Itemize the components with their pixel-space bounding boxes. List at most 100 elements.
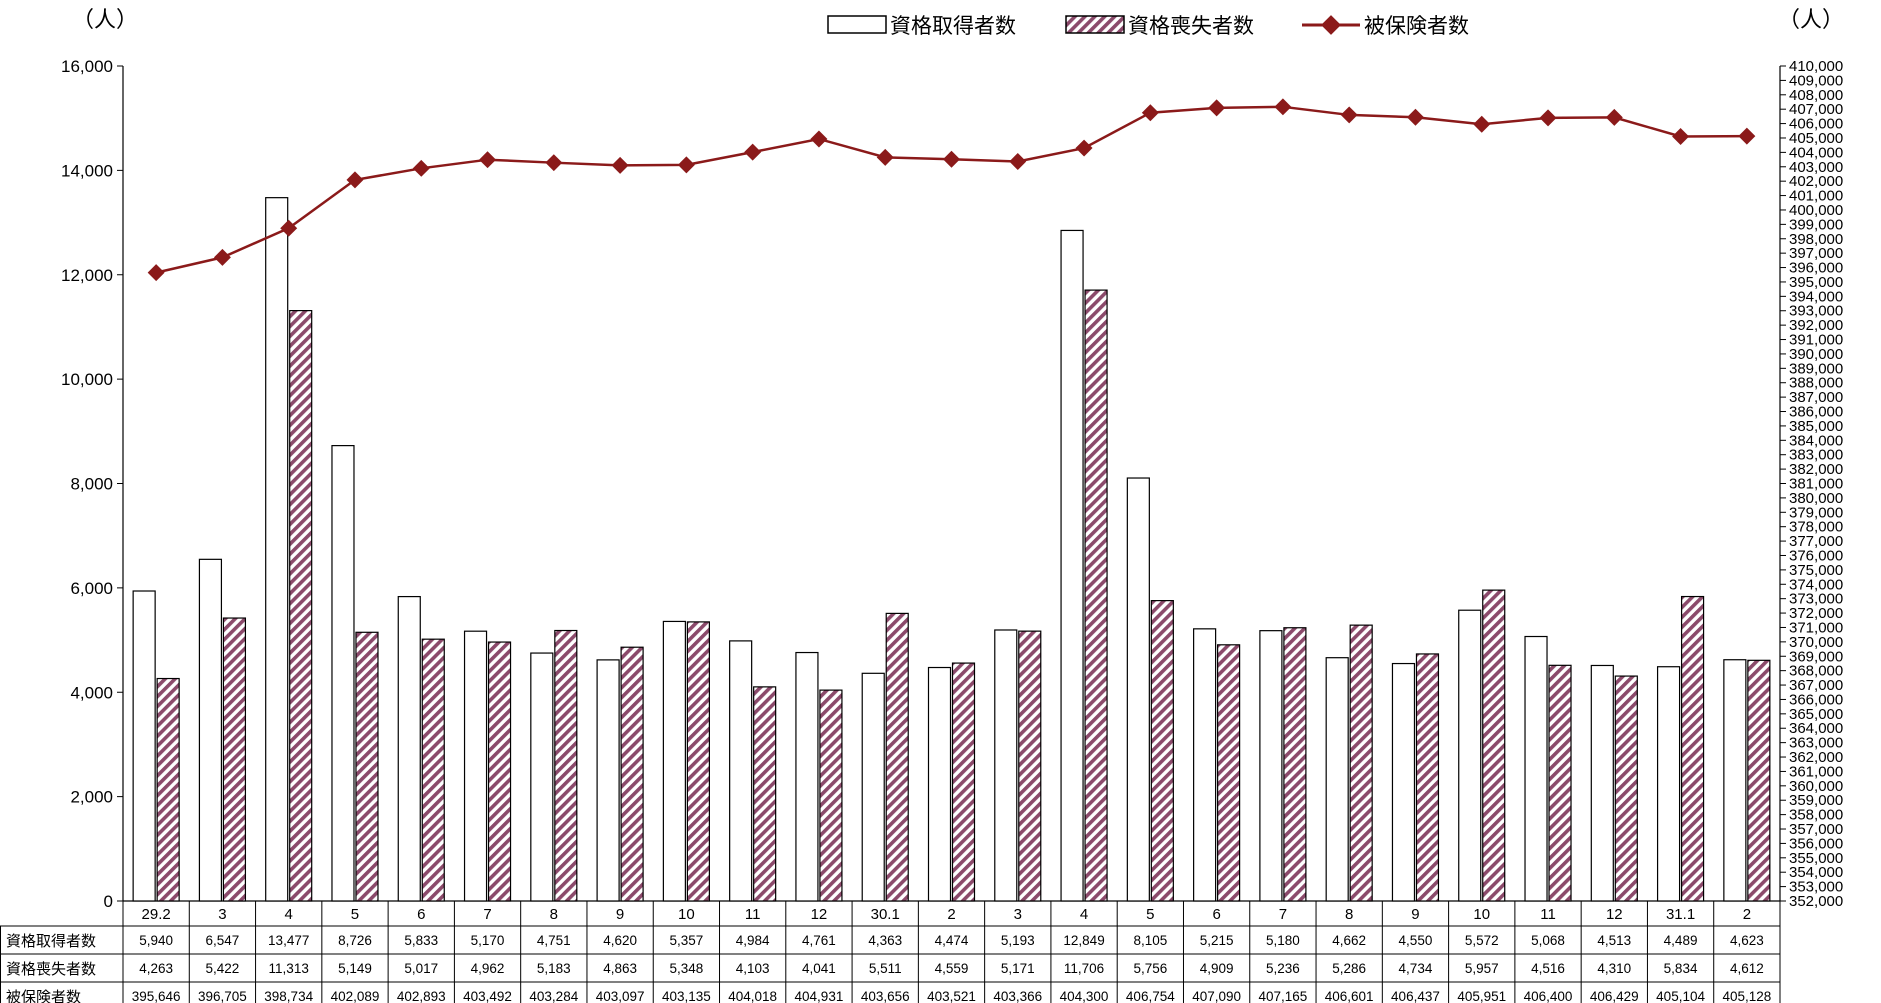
table-cell: 4,310 [1597, 961, 1631, 976]
table-cell: 5,236 [1266, 961, 1300, 976]
category-label: 7 [483, 906, 491, 923]
bar-acquired [1590, 664, 1614, 902]
right-tick-label: 362,000 [1789, 749, 1843, 766]
bar-lost [753, 686, 777, 902]
right-tick-label: 400,000 [1789, 202, 1843, 219]
right-tick-label: 405,000 [1789, 130, 1843, 147]
table-cell: 405,951 [1457, 989, 1506, 1003]
right-tick-label: 375,000 [1789, 562, 1843, 579]
table-cell: 404,300 [1060, 989, 1109, 1003]
right-tick-label: 380,000 [1789, 490, 1843, 507]
category-label: 12 [1606, 906, 1623, 923]
table-cell: 4,623 [1730, 933, 1764, 948]
axes: 0 2,000 4,000 6,000 8,000 10,000 12,000 14,000 1… [61, 57, 1843, 911]
insured-point [1075, 139, 1093, 157]
category-label: 4 [1080, 906, 1088, 923]
bar-lost [289, 310, 313, 902]
category-label: 29.2 [142, 906, 171, 923]
table-cell: 395,646 [132, 989, 181, 1003]
category-label: 12 [811, 906, 828, 923]
category-label: 8 [550, 906, 558, 923]
right-tick-label: 408,000 [1789, 87, 1843, 104]
table-cell: 4,550 [1399, 933, 1433, 948]
table-cell: 403,284 [529, 989, 578, 1003]
right-axis-unit: （人） [1778, 8, 1844, 33]
table-cell: 4,751 [537, 933, 571, 948]
insured-point [1605, 108, 1623, 126]
table-cell: 4,363 [868, 933, 902, 948]
right-tick-label: 374,000 [1789, 576, 1843, 593]
legend-marker-insured [1321, 15, 1341, 35]
bar-acquired [1325, 657, 1349, 902]
bar-acquired [729, 640, 753, 902]
table-cell: 406,429 [1590, 989, 1639, 1003]
bar-lost [487, 641, 512, 902]
table-cell: 13,477 [268, 933, 309, 948]
right-tick-label: 407,000 [1789, 101, 1843, 118]
table-cell: 405,128 [1722, 989, 1771, 1003]
insured-point [677, 156, 695, 174]
table-cell: 5,149 [338, 961, 372, 976]
insured-point [1340, 106, 1358, 124]
table-row-header: 資格喪失者数 [6, 960, 96, 978]
right-tick-label: 393,000 [1789, 303, 1843, 320]
bar-acquired [927, 666, 952, 902]
table-cell: 403,097 [596, 989, 645, 1003]
table-cell: 4,559 [935, 961, 969, 976]
legend-label-acquired: 資格取得者数 [890, 14, 1016, 38]
insured-point [1738, 127, 1756, 145]
table-cell: 396,705 [198, 989, 247, 1003]
bar-lost [1217, 644, 1241, 902]
right-tick-label: 377,000 [1789, 533, 1843, 550]
bar-lost [1415, 653, 1440, 902]
insured-point [1141, 104, 1159, 122]
table-cell: 5,834 [1664, 961, 1698, 976]
bar-acquired [596, 659, 620, 902]
table-cell: 4,909 [1200, 961, 1234, 976]
table-cell: 8,726 [338, 933, 372, 948]
right-tick-label: 397,000 [1789, 245, 1843, 262]
category-label: 31.1 [1666, 906, 1695, 923]
table-cell: 406,437 [1391, 989, 1440, 1003]
bar-lost [1482, 589, 1506, 902]
right-tick-label: 394,000 [1789, 288, 1843, 305]
category-label: 5 [351, 906, 359, 923]
table-cell: 11,706 [1064, 961, 1104, 976]
right-tick-label: 376,000 [1789, 547, 1843, 564]
insured-point [1406, 108, 1424, 126]
bar-lost [222, 617, 247, 902]
right-tick-label: 366,000 [1789, 691, 1843, 708]
right-tick-label: 359,000 [1789, 792, 1843, 809]
bar-acquired [1723, 659, 1747, 902]
legend: 資格取得者数 資格喪失者数 被保険者数 [827, 14, 1469, 38]
table-cell: 4,263 [139, 961, 173, 976]
right-tick-label: 404,000 [1789, 144, 1843, 161]
right-tick-label: 391,000 [1789, 332, 1843, 349]
right-tick-label: 365,000 [1789, 706, 1843, 723]
insured-point [744, 143, 762, 161]
insured-point [213, 248, 231, 266]
right-tick-label: 370,000 [1789, 634, 1843, 651]
table-cell: 5,171 [1001, 961, 1035, 976]
table-cell: 407,165 [1258, 989, 1307, 1003]
table-cell: 404,018 [728, 989, 777, 1003]
category-label: 3 [218, 906, 226, 923]
category-label: 4 [285, 906, 293, 923]
table-cell: 4,612 [1730, 961, 1764, 976]
bar-acquired [331, 445, 355, 902]
bar-acquired [1458, 609, 1482, 902]
table-cell: 5,422 [206, 961, 240, 976]
table-cell: 5,017 [404, 961, 438, 976]
insured-point [280, 219, 298, 237]
bar-acquired [795, 651, 819, 902]
table-cell: 5,940 [139, 933, 173, 948]
table-cell: 402,893 [397, 989, 446, 1003]
category-label: 6 [417, 906, 425, 923]
table-cell: 5,193 [1001, 933, 1035, 948]
right-tick-label: 381,000 [1789, 476, 1843, 493]
table-cell: 8,105 [1133, 933, 1167, 948]
right-tick-label: 356,000 [1789, 835, 1843, 852]
right-tick-label: 388,000 [1789, 375, 1843, 392]
table-cell: 5,957 [1465, 961, 1499, 976]
